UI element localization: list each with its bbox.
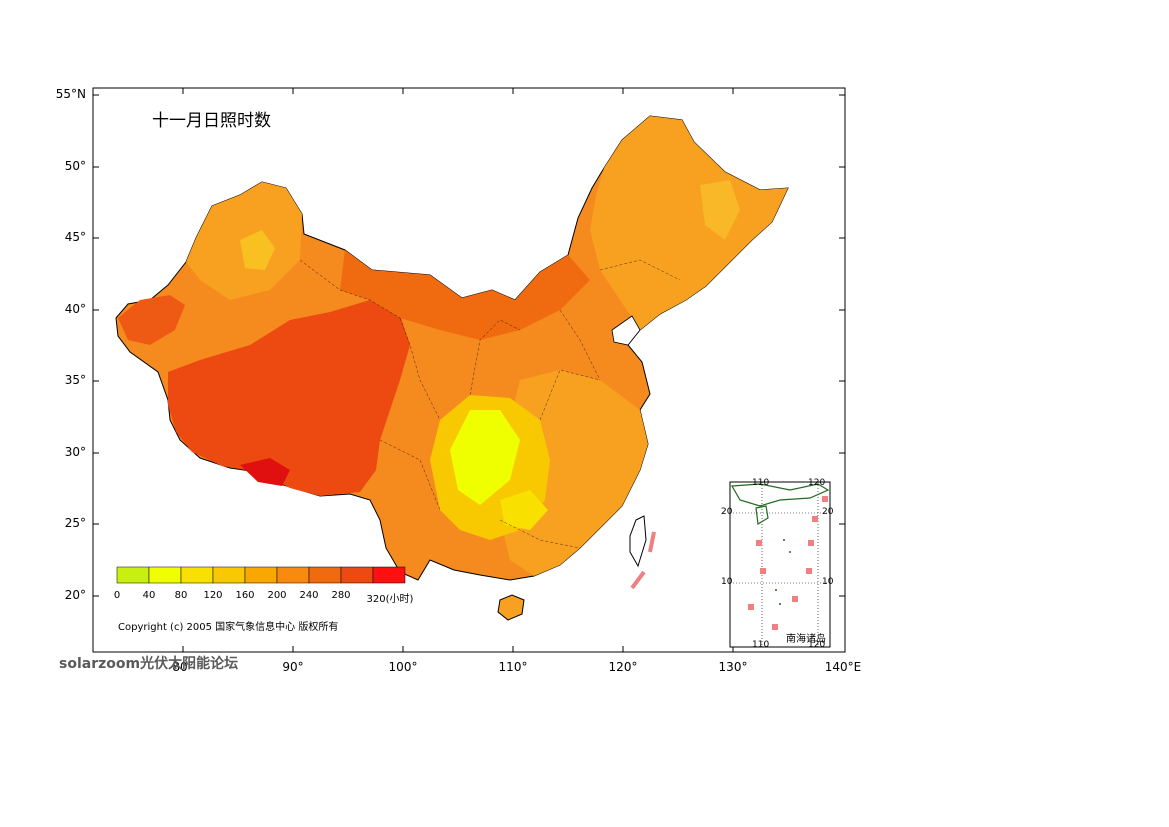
xinjiang-light-patch (240, 230, 275, 270)
northeast-light-patch (700, 180, 740, 240)
yellow-patch-south (500, 490, 548, 530)
copyright-notice: Copyright (c) 2005 国家气象信息中心 版权所有 (118, 622, 339, 633)
colorbar-swatch (340, 566, 374, 584)
inset-left-tick: 10 (721, 577, 733, 587)
y-axis-label-35: 35° (64, 373, 86, 387)
x-axis-label-100: 100° (388, 660, 418, 674)
colorbar-swatch (212, 566, 246, 584)
colorbar-swatch (244, 566, 278, 584)
watermark: solarzoom光伏太阳能论坛 (59, 656, 239, 672)
sea-boundary-marks (630, 531, 656, 590)
x-axis-label-130: 130° (718, 660, 748, 674)
colorbar-swatch (372, 566, 406, 584)
north-band-region (340, 250, 590, 340)
colorbar-swatch (308, 566, 342, 584)
colorbar-swatch (116, 566, 150, 584)
colorbar-label-unit: 320(小时) (366, 594, 414, 605)
x-axis-label-140e: 140°E (824, 660, 862, 674)
y-axis-label-45: 45° (64, 230, 86, 244)
inset-top-tick: 110 (752, 478, 770, 488)
colorbar-label: 40 (142, 590, 156, 601)
axis-ticks (93, 88, 845, 652)
high-sunshine-region-tibet (168, 300, 410, 496)
colorbar-label: 160 (235, 590, 255, 601)
highest-sunshine-region (240, 458, 290, 486)
y-axis-label-20: 20° (64, 588, 86, 602)
taiwan-island (629, 515, 647, 568)
y-axis-label-55n: 55°N (55, 87, 86, 101)
lowest-sunshine-region (450, 410, 520, 505)
colorbar-label: 120 (203, 590, 223, 601)
colorbar-label: 0 (113, 590, 121, 601)
inset-bottom-tick: 110 (752, 640, 770, 650)
x-axis-label-120: 120° (608, 660, 638, 674)
colorbar-swatch (148, 566, 182, 584)
inset-right-tick: 20 (822, 507, 834, 517)
y-axis-label-30: 30° (64, 445, 86, 459)
y-axis-label-25: 25° (64, 516, 86, 530)
red-region-west (118, 295, 185, 345)
colorbar-label: 280 (331, 590, 351, 601)
bohai-sea (611, 315, 641, 346)
colorbar (116, 566, 406, 584)
province-boundaries (299, 259, 681, 549)
colorbar-label: 80 (174, 590, 188, 601)
x-axis-label-90: 90° (282, 660, 304, 674)
northeast-region (590, 116, 788, 330)
colorbar-swatch (180, 566, 214, 584)
hainan-island (497, 594, 525, 621)
y-axis-label-50: 50° (64, 159, 86, 173)
colorbar-label: 240 (299, 590, 319, 601)
x-axis-label-80: 80° (172, 660, 194, 674)
inset-label: 南海诸岛 (786, 634, 826, 645)
colorbar-swatch (276, 566, 310, 584)
map-title: 十一月日照时数 (152, 111, 271, 131)
y-axis-label-40: 40° (64, 302, 86, 316)
inset-right-tick: 10 (822, 577, 834, 587)
colorbar-label: 200 (267, 590, 287, 601)
inset-top-tick: 120 (808, 478, 826, 488)
south-china-sea-inset (729, 481, 831, 648)
inset-bottom-tick: 120 (808, 640, 826, 650)
inset-left-tick: 20 (721, 507, 733, 517)
x-axis-label-110: 110° (498, 660, 528, 674)
